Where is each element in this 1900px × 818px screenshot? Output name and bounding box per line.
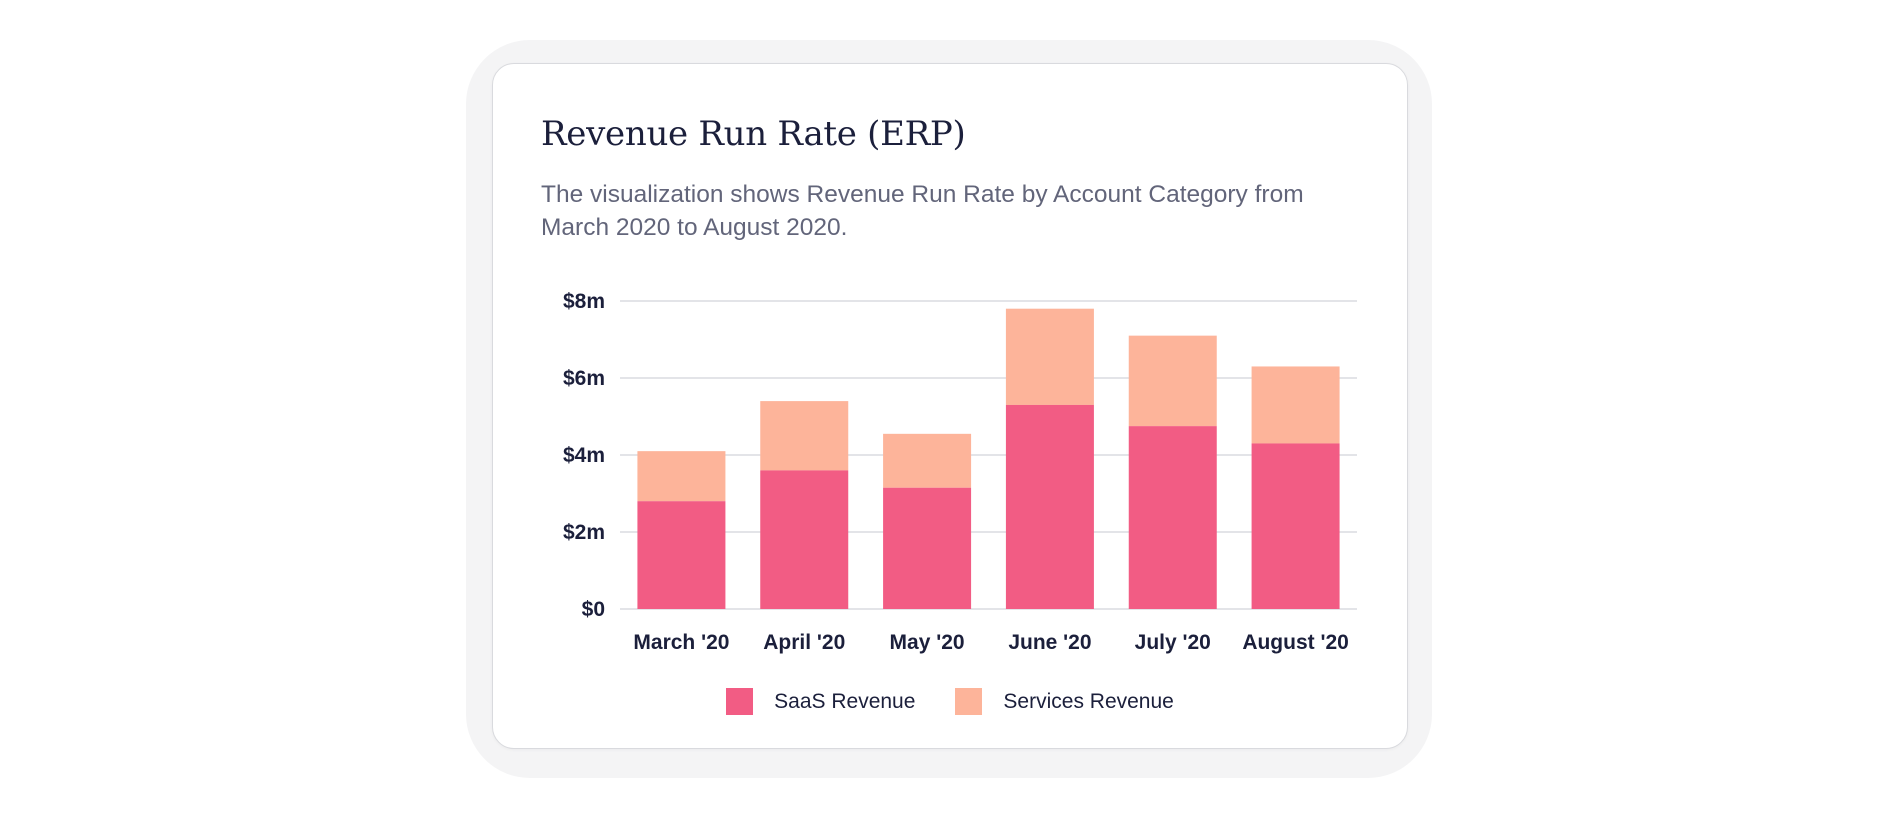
bar-saas [883, 487, 972, 609]
y-tick-label: $0 [582, 598, 605, 621]
bar-services [1128, 335, 1217, 427]
legend-swatch [955, 688, 983, 715]
chart-card: Revenue Run Rate (ERP) The visualization… [492, 63, 1408, 749]
bar-services [883, 433, 972, 488]
x-tick-label: April '20 [763, 631, 845, 654]
x-tick-label: July '20 [1135, 631, 1211, 654]
legend-item: Services Revenue [955, 688, 1174, 715]
x-tick-label: August '20 [1242, 631, 1349, 654]
bar-services [1251, 366, 1340, 444]
bar-saas [1005, 404, 1094, 609]
chart-description: The visualization shows Revenue Run Rate… [541, 181, 1304, 241]
bar-services [637, 451, 726, 502]
chart-legend: SaaS Revenue Services Revenue [493, 688, 1407, 715]
x-tick-label: March '20 [633, 631, 729, 654]
bar-saas [1128, 426, 1217, 609]
legend-label: Services Revenue [1003, 689, 1174, 713]
bar-saas [760, 470, 849, 609]
bar-services [1005, 308, 1094, 405]
legend-swatch [726, 688, 754, 715]
legend-item: SaaS Revenue [726, 688, 915, 715]
bar-saas [637, 501, 726, 609]
bar-saas [1251, 443, 1340, 609]
y-tick-label: $6m [563, 367, 605, 390]
x-tick-label: June '20 [1008, 631, 1091, 654]
bar-services [760, 401, 849, 471]
stacked-bar-chart: $0 $2m $4m $6m $8m March '20 April '20 May '20 J… [563, 290, 1357, 654]
y-tick-label: $4m [563, 444, 605, 467]
legend-label: SaaS Revenue [774, 689, 916, 713]
y-tick-label: $2m [563, 521, 605, 544]
chart-title: Revenue Run Rate (ERP) [541, 114, 966, 154]
y-tick-label: $8m [563, 290, 605, 313]
x-tick-label: May '20 [890, 631, 965, 654]
